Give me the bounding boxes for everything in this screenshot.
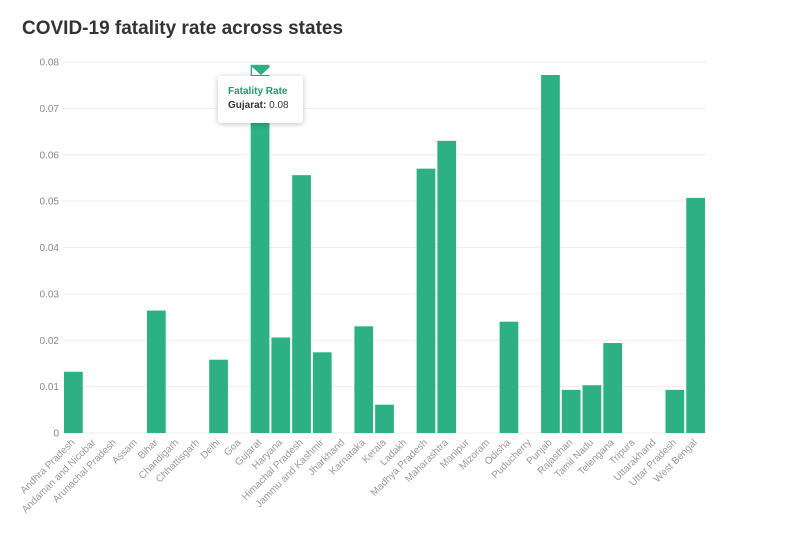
bar[interactable] (354, 326, 374, 433)
bar[interactable] (541, 74, 560, 434)
bar[interactable] (292, 175, 311, 433)
y-tick-label: 0 (53, 429, 59, 440)
y-tick-label: 0.03 (40, 289, 60, 300)
bar[interactable] (250, 64, 270, 433)
hover-marker-icon (252, 67, 270, 75)
bar[interactable] (499, 321, 519, 433)
bar[interactable] (375, 404, 394, 433)
y-tick-label: 0.08 (40, 58, 60, 69)
bar[interactable] (416, 168, 436, 433)
bar[interactable] (603, 343, 623, 433)
tooltip: Fatality Rate Gujarat: 0.08 (218, 76, 303, 123)
x-tick-label: Delhi (199, 437, 223, 461)
bar[interactable] (582, 385, 602, 433)
y-tick-label: 0.02 (40, 336, 60, 347)
bar[interactable] (209, 359, 228, 433)
bar[interactable] (686, 197, 705, 433)
bar[interactable] (64, 371, 83, 433)
y-tick-label: 0.04 (40, 243, 60, 254)
y-tick-label: 0.06 (40, 150, 60, 161)
bars (64, 64, 705, 434)
y-axis: 0 0.01 0.02 0.03 0.04 0.05 0.06 0.07 0.08 (40, 58, 60, 440)
bar[interactable] (561, 389, 581, 433)
bar[interactable] (271, 337, 291, 433)
tooltip-state: Gujarat: (228, 100, 267, 111)
tooltip-row: Gujarat: 0.08 (228, 100, 303, 111)
bar[interactable] (437, 140, 457, 433)
bar[interactable] (146, 310, 166, 433)
y-tick-label: 0.05 (40, 197, 60, 208)
chart-title: COVID-19 fatality rate across states (22, 18, 344, 39)
y-tick-label: 0.07 (40, 104, 60, 115)
tooltip-title: Fatality Rate (228, 86, 288, 97)
tooltip-value: 0.08 (269, 100, 289, 111)
y-tick-label: 0.01 (40, 382, 60, 393)
bar[interactable] (665, 389, 685, 433)
bar[interactable] (312, 352, 332, 433)
